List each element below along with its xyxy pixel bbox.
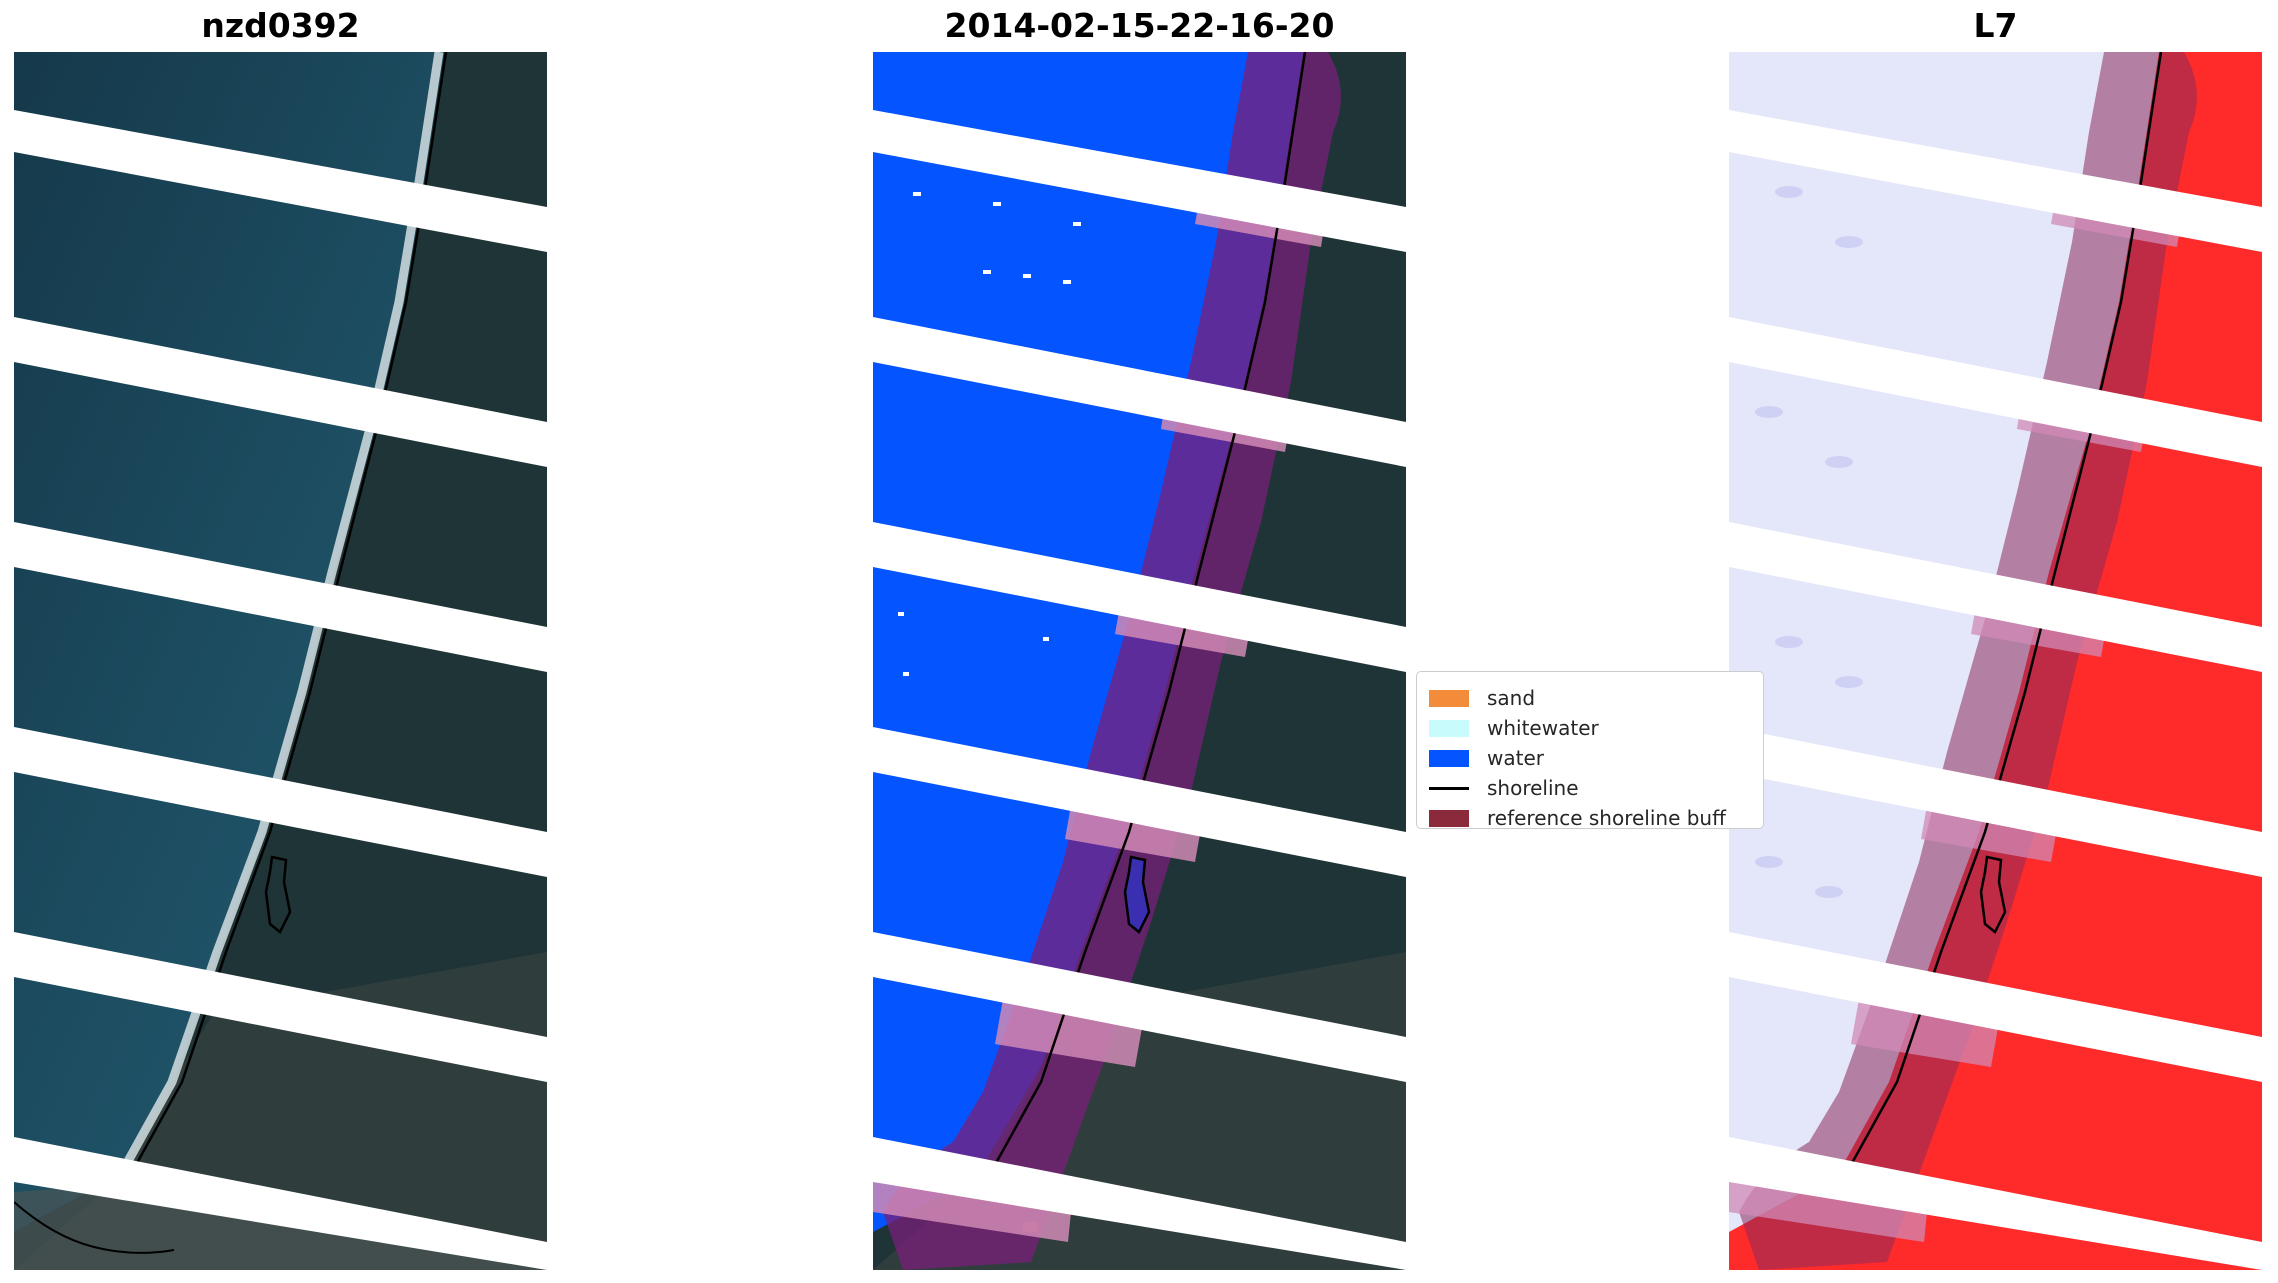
classified-image-panel bbox=[873, 52, 1406, 1270]
legend-item-sand: sand bbox=[1429, 686, 1535, 710]
whitewater-swatch bbox=[1429, 719, 1469, 737]
lake-outline bbox=[264, 855, 292, 934]
reference-shoreline-buffer bbox=[883, 52, 1341, 1270]
legend-item-shoreline: shoreline bbox=[1429, 776, 1579, 800]
shoreline-line-swatch bbox=[1429, 786, 1469, 790]
index-image-panel bbox=[1729, 52, 2262, 1270]
scan-line-gaps bbox=[14, 110, 547, 1270]
shoreline-line bbox=[130, 52, 448, 1173]
legend-item-reference-shoreline-buffer: reference shoreline buff bbox=[1429, 806, 1726, 829]
legend-item-water: water bbox=[1429, 746, 1544, 770]
legend: sand whitewater water shoreline referenc… bbox=[1416, 671, 1764, 829]
legend-label-sand: sand bbox=[1487, 686, 1536, 710]
classified-image bbox=[873, 52, 1406, 1270]
index-image bbox=[1729, 52, 2262, 1270]
rgb-image-panel bbox=[14, 52, 547, 1270]
center-panel-title: 2014-02-15-22-16-20 bbox=[944, 6, 1335, 45]
reference-buffer-swatch bbox=[1429, 809, 1469, 827]
water-swatch bbox=[1429, 749, 1469, 767]
left-panel-title: nzd0392 bbox=[201, 6, 360, 45]
legend-label-shoreline: shoreline bbox=[1487, 776, 1579, 800]
sand-swatch bbox=[1429, 689, 1469, 707]
rgb-image bbox=[14, 52, 547, 1270]
legend-label-whitewater: whitewater bbox=[1487, 716, 1599, 740]
right-panel-title: L7 bbox=[1973, 6, 2018, 45]
legend-item-whitewater: whitewater bbox=[1429, 716, 1599, 740]
legend-label-reference-buffer: reference shoreline buff bbox=[1487, 806, 1726, 829]
legend-label-water: water bbox=[1487, 746, 1544, 770]
